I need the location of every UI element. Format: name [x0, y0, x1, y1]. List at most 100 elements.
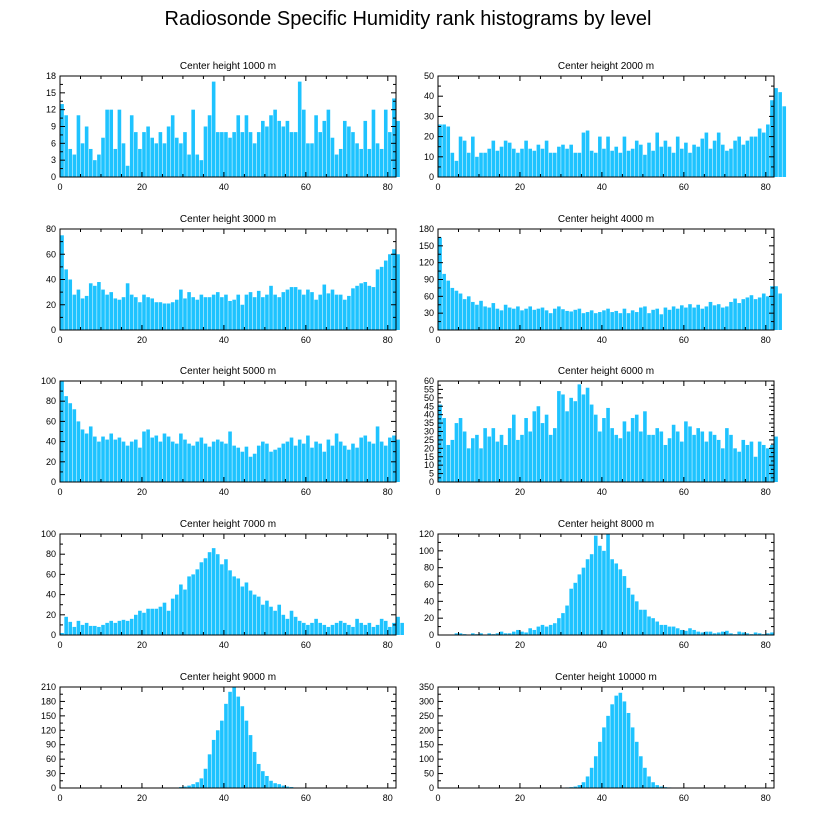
histogram-bar	[261, 441, 265, 482]
histogram-bar	[651, 150, 655, 177]
x-tick-label: 60	[301, 182, 311, 192]
histogram-bar	[363, 282, 368, 330]
x-tick-label: 20	[137, 182, 147, 192]
histogram-bar	[700, 632, 705, 635]
histogram-bar	[745, 444, 750, 482]
histogram-bar	[256, 290, 261, 330]
histogram-bar	[782, 106, 787, 177]
histogram-bar	[778, 293, 782, 330]
histogram-bar	[606, 407, 610, 482]
histogram-bar	[725, 630, 729, 635]
histogram-bar	[647, 616, 651, 635]
histogram-bar	[289, 287, 294, 330]
histogram-bar	[536, 144, 541, 177]
histogram-bar	[179, 584, 183, 635]
x-tick-label: 60	[301, 487, 311, 497]
y-tick-label: 80	[424, 563, 434, 573]
histogram-bar	[438, 404, 442, 482]
y-tick-label: 10	[424, 460, 434, 470]
histogram-bar	[334, 433, 339, 482]
histogram-bar	[76, 620, 81, 635]
histogram-bar	[334, 294, 339, 330]
histogram-bar	[630, 148, 635, 177]
histogram-bar	[499, 434, 504, 482]
y-tick-label: 20	[46, 457, 56, 467]
histogram-bar	[199, 294, 204, 330]
y-tick-label: 0	[429, 477, 434, 487]
histogram-bar	[240, 586, 245, 635]
histogram-bar	[630, 594, 635, 635]
histogram-bar	[379, 441, 384, 482]
panel-title: Center height 9000 m	[180, 672, 276, 683]
x-tick-label: 40	[597, 640, 607, 650]
y-tick-label: 6	[51, 138, 56, 148]
y-tick-label: 60	[424, 376, 434, 386]
histogram-bar	[383, 445, 388, 482]
histogram-bar	[265, 600, 269, 635]
panel-title: Center height 8000 m	[558, 519, 654, 530]
histogram-panel: Center height 5000 m 0 20 40 60 80 100 0 20 40 60 8…	[41, 366, 400, 497]
histogram-bar	[479, 152, 483, 177]
histogram-bar	[536, 308, 541, 330]
histogram-bar	[392, 98, 396, 177]
histogram-bar	[240, 451, 245, 482]
histogram-bar	[388, 437, 392, 482]
histogram-bar	[462, 431, 467, 482]
histogram-bar	[162, 143, 167, 177]
histogram-bar	[561, 309, 565, 330]
histogram-bar	[191, 297, 195, 330]
histogram-bar	[614, 146, 619, 177]
histogram-bar	[544, 140, 549, 177]
y-tick-label: 200	[419, 725, 434, 735]
histogram-bar	[207, 552, 212, 635]
histogram-bar	[224, 132, 228, 177]
histogram-bar	[487, 633, 492, 635]
histogram-bar	[322, 284, 327, 330]
histogram-bar	[179, 433, 183, 482]
histogram-bar	[179, 143, 183, 177]
histogram-bar	[458, 293, 463, 330]
histogram-bar	[240, 132, 245, 177]
x-tick-label: 40	[597, 335, 607, 345]
histogram-panel: Center height 1000 m 0 3 6 9 12 15 18 0 20 40 60 80	[46, 61, 400, 192]
histogram-bar	[203, 558, 208, 635]
histogram-bar	[548, 152, 553, 177]
histogram-bar	[766, 296, 770, 330]
histogram-bar	[643, 154, 647, 177]
histogram-bar	[224, 559, 228, 635]
histogram-bar	[330, 624, 335, 635]
x-tick-label: 40	[597, 182, 607, 192]
histogram-bar	[244, 294, 249, 330]
histogram-bar	[618, 438, 623, 482]
histogram-bar	[720, 631, 725, 635]
x-tick-label: 0	[57, 793, 62, 803]
histogram-bar	[622, 136, 627, 177]
y-tick-label: 60	[46, 754, 56, 764]
histogram-bar	[716, 132, 721, 177]
x-tick-label: 0	[57, 640, 62, 650]
histogram-bar	[273, 610, 277, 635]
histogram-bar	[363, 435, 368, 482]
histogram-bar	[503, 633, 508, 635]
histogram-bar	[606, 715, 610, 788]
histogram-bar	[211, 548, 216, 635]
x-tick-label: 20	[137, 793, 147, 803]
x-tick-label: 80	[761, 640, 771, 650]
y-tick-label: 45	[424, 401, 434, 411]
histogram-bar	[454, 633, 459, 635]
histogram-bar	[729, 434, 733, 482]
histogram-bar	[446, 444, 451, 482]
histogram-bar	[154, 435, 159, 482]
histogram-bar	[306, 143, 310, 177]
histogram-bar	[450, 152, 455, 177]
histogram-bar	[614, 695, 619, 788]
histogram-bar	[396, 439, 400, 482]
histogram-bar	[753, 456, 758, 482]
histogram-bar	[651, 309, 655, 330]
histogram-bar	[84, 126, 89, 177]
histogram-bar	[700, 308, 705, 330]
histogram-bar	[520, 310, 524, 330]
y-tick-label: 55	[424, 384, 434, 394]
histogram-bar	[383, 260, 388, 330]
histogram-bar	[101, 137, 105, 177]
